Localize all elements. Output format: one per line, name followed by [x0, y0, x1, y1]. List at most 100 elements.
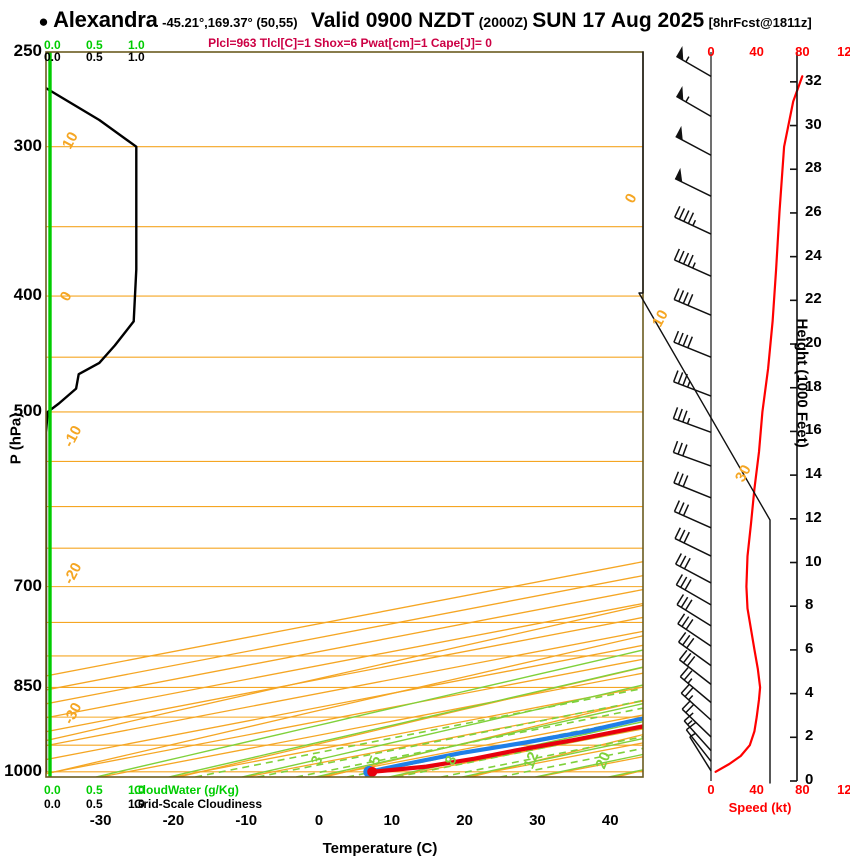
temperature-tick-label: -10 [235, 812, 258, 829]
speed-tick-label-bottom: 80 [795, 782, 810, 797]
surface-temperature-marker [367, 766, 378, 777]
height-tick-label: 28 [805, 159, 822, 177]
height-tick-label: 14 [805, 465, 822, 483]
dry-adiabat [178, 666, 643, 777]
speed-tick-label-bottom: 120 [837, 782, 850, 797]
moist-adiabat [168, 666, 643, 777]
temperature-tick-label: 40 [601, 812, 619, 829]
station-dot-icon: ● [38, 12, 49, 31]
chart-frame [45, 51, 644, 778]
cloudiness-legend-label: Grid-Scale Cloudiness [134, 797, 263, 811]
height-tick-label: 6 [805, 639, 814, 657]
moist-adiabat [388, 720, 643, 777]
cloudiness-tick-top: 0.0 [44, 50, 61, 64]
height-tick-label: 4 [805, 683, 814, 701]
cloudiness-tick-bottom: 1.0 [128, 797, 145, 811]
height-tick-label: 20 [805, 334, 822, 352]
temperature-axis-title: Temperature (C) [322, 840, 438, 857]
speed-tick-label-bottom: 0 [707, 782, 715, 797]
cloudwater-tick-top: 0.0 [44, 38, 61, 52]
height-tick-label: 8 [805, 596, 814, 614]
isotherm-line [46, 616, 643, 733]
speed-tick-label-bottom: 40 [749, 782, 764, 797]
mixing-ratio-line [195, 687, 643, 777]
dry-adiabat [46, 635, 643, 775]
height-tick-label: 32 [805, 71, 822, 89]
height-tick-label: 0 [805, 771, 814, 788]
temperature-tick-label: 20 [456, 812, 473, 829]
temperature-trace [370, 724, 643, 774]
cloudiness-tick-top: 0.5 [86, 50, 103, 64]
pressure-tick-label: 1000 [4, 760, 42, 780]
moist-adiabat [241, 684, 643, 777]
cloudwater-tick-bottom: 0.0 [44, 783, 61, 797]
dry-adiabat [46, 604, 643, 742]
isotherm-line [46, 602, 643, 719]
page-title: ● Alexandra -45.21°,169.37° (50,55) Vali… [0, 7, 850, 33]
temperature-tick-label: -20 [162, 812, 185, 829]
isotherm-line [46, 561, 643, 677]
cloudiness-tick-top: 1.0 [128, 50, 145, 64]
cloudwater-tick-bottom: 0.5 [86, 783, 103, 797]
moist-adiabat [315, 702, 643, 777]
dry-adiabat [324, 699, 643, 777]
temperature-tick-label: 10 [383, 812, 401, 829]
pressure-tick-label: 250 [13, 41, 42, 60]
cloudwater-tick-bottom: 1.0 [128, 783, 145, 797]
moist-adiabat [95, 649, 643, 777]
height-tick-label: 22 [805, 290, 822, 308]
panel-boundary [638, 51, 771, 784]
dewpoint-trace [367, 716, 643, 774]
isotherm-line [46, 644, 643, 761]
station-coordinates: -45.21°,169.37° (50,55) [162, 15, 298, 30]
isotherm-line [246, 700, 643, 777]
wind-barbs [672, 45, 712, 772]
cloudiness-tick-bottom: 0.5 [86, 797, 103, 811]
height-tick-label: 2 [805, 727, 814, 745]
cloudiness-trace [46, 86, 138, 773]
forecast-tag: [8hrFcst@1811z] [708, 15, 812, 30]
temperature-tick-label: -30 [89, 812, 112, 829]
isotherm-line [173, 686, 643, 777]
isotherm-line [46, 630, 643, 747]
pressure-tick-label: 400 [13, 285, 42, 305]
isotherm-line [391, 728, 643, 777]
speed-tick-label-top: 0 [707, 44, 715, 59]
skewt-grid [46, 52, 643, 777]
station-name: Alexandra [53, 7, 158, 32]
speed-tick-label-top: 120 [837, 44, 850, 59]
height-tick-label: 26 [805, 202, 822, 220]
cloudwater-legend-label: CloudWater (g/Kg) [134, 783, 239, 797]
speed-tick-label-top: 40 [749, 44, 764, 59]
mixing-ratio-line [396, 727, 643, 777]
cloudiness-tick-bottom: 0.0 [44, 797, 61, 811]
wind-speed-trace [714, 75, 804, 773]
pressure-tick-label: 700 [13, 575, 42, 595]
height-tick-label: 12 [805, 508, 822, 526]
speed-tick-label-top: 80 [795, 44, 810, 59]
isotherm-line [46, 658, 643, 775]
isotherm-line [46, 574, 643, 691]
valid-time-zulu: (2000Z) [478, 14, 528, 30]
mixing-ratio-line [346, 717, 643, 777]
temperature-tick-label: 30 [529, 812, 546, 829]
mixing-ratio-line [441, 735, 643, 777]
valid-time: Valid 0900 NZDT [310, 9, 475, 32]
speed-axis-title: Speed (kt) [728, 800, 792, 815]
pressure-tick-label: 850 [13, 676, 42, 696]
cloudwater-tick-top: 0.5 [86, 38, 103, 52]
pressure-tick-label: 500 [13, 400, 42, 420]
pressure-tick-label: 300 [13, 135, 42, 155]
valid-date: SUN 17 Aug 2025 [532, 9, 705, 32]
mixing-ratio-line [295, 707, 643, 777]
height-tick-label: 10 [805, 552, 822, 570]
isotherm-line [46, 588, 643, 705]
height-tick-label: 24 [805, 246, 822, 264]
height-tick-label: 30 [805, 115, 822, 133]
cloudwater-tick-top: 1.0 [128, 38, 145, 52]
temperature-tick-label: 0 [314, 812, 324, 829]
isotherm-line [100, 672, 643, 777]
height-tick-label: 16 [805, 421, 822, 439]
